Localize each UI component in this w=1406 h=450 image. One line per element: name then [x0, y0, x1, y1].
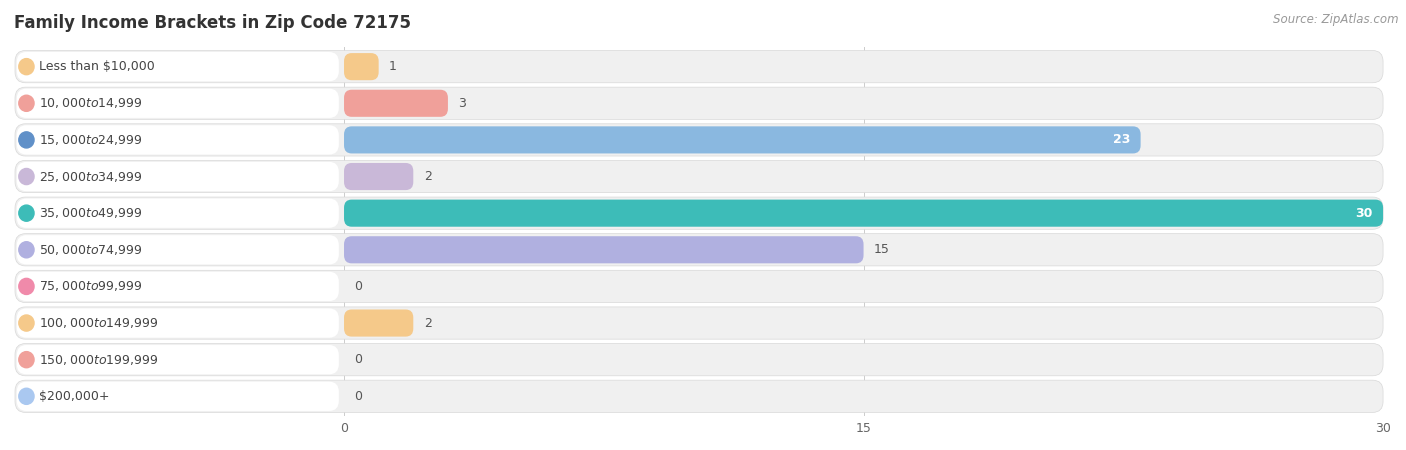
FancyBboxPatch shape [344, 163, 413, 190]
FancyBboxPatch shape [17, 345, 339, 374]
FancyBboxPatch shape [15, 197, 1384, 229]
FancyBboxPatch shape [17, 272, 339, 301]
Text: $50,000 to $74,999: $50,000 to $74,999 [39, 243, 143, 257]
FancyBboxPatch shape [15, 307, 1384, 339]
Circle shape [18, 242, 34, 258]
FancyBboxPatch shape [344, 90, 449, 117]
Text: 23: 23 [1114, 133, 1130, 146]
Text: 15: 15 [875, 243, 890, 256]
FancyBboxPatch shape [344, 236, 863, 263]
Circle shape [18, 315, 34, 331]
FancyBboxPatch shape [17, 308, 339, 338]
FancyBboxPatch shape [17, 89, 339, 118]
FancyBboxPatch shape [344, 53, 378, 80]
FancyBboxPatch shape [17, 162, 339, 191]
FancyBboxPatch shape [344, 200, 1384, 227]
Text: Family Income Brackets in Zip Code 72175: Family Income Brackets in Zip Code 72175 [14, 14, 411, 32]
FancyBboxPatch shape [15, 270, 1384, 302]
Text: 2: 2 [423, 170, 432, 183]
Text: 0: 0 [354, 390, 363, 403]
Circle shape [18, 58, 34, 75]
Text: $150,000 to $199,999: $150,000 to $199,999 [39, 353, 159, 367]
FancyBboxPatch shape [15, 50, 1384, 83]
FancyBboxPatch shape [17, 235, 339, 265]
FancyBboxPatch shape [17, 382, 339, 411]
Circle shape [18, 205, 34, 221]
FancyBboxPatch shape [15, 160, 1384, 193]
Text: $75,000 to $99,999: $75,000 to $99,999 [39, 279, 143, 293]
Text: $200,000+: $200,000+ [39, 390, 110, 403]
Circle shape [18, 279, 34, 294]
Text: $10,000 to $14,999: $10,000 to $14,999 [39, 96, 143, 110]
Text: 1: 1 [389, 60, 396, 73]
Text: $100,000 to $149,999: $100,000 to $149,999 [39, 316, 159, 330]
Circle shape [18, 132, 34, 148]
Text: 3: 3 [458, 97, 467, 110]
Text: 2: 2 [423, 316, 432, 329]
FancyBboxPatch shape [15, 234, 1384, 266]
FancyBboxPatch shape [15, 87, 1384, 119]
Text: 0: 0 [354, 280, 363, 293]
Text: 0: 0 [354, 353, 363, 366]
FancyBboxPatch shape [15, 343, 1384, 376]
FancyBboxPatch shape [15, 124, 1384, 156]
FancyBboxPatch shape [17, 52, 339, 81]
Text: $35,000 to $49,999: $35,000 to $49,999 [39, 206, 143, 220]
Text: Less than $10,000: Less than $10,000 [39, 60, 155, 73]
Circle shape [18, 168, 34, 184]
FancyBboxPatch shape [344, 126, 1140, 153]
Text: $25,000 to $34,999: $25,000 to $34,999 [39, 170, 143, 184]
Text: Source: ZipAtlas.com: Source: ZipAtlas.com [1274, 14, 1399, 27]
Text: 30: 30 [1355, 207, 1372, 220]
Circle shape [18, 388, 34, 405]
Circle shape [18, 95, 34, 111]
FancyBboxPatch shape [15, 380, 1384, 412]
FancyBboxPatch shape [17, 125, 339, 154]
FancyBboxPatch shape [344, 310, 413, 337]
FancyBboxPatch shape [17, 198, 339, 228]
Circle shape [18, 351, 34, 368]
Text: $15,000 to $24,999: $15,000 to $24,999 [39, 133, 143, 147]
